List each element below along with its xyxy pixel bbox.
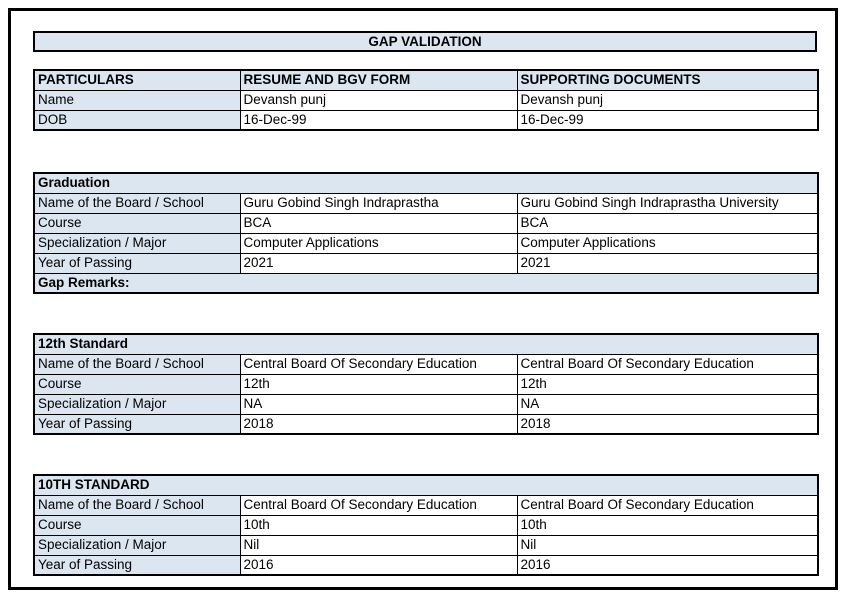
- supporting-value-cell: Computer Applications: [516, 232, 819, 254]
- supporting-value-cell: 2018: [516, 413, 819, 435]
- row-label-cell: Year of Passing: [33, 554, 241, 576]
- row-label-cell: DOB: [33, 109, 241, 131]
- table-row-year-of-passing: Year of Passing 2021 2021: [33, 252, 819, 274]
- column-header-supporting-documents: SUPPORTING DOCUMENTS: [516, 69, 819, 91]
- table-row-name: Name Devansh punj Devansh punj: [33, 89, 819, 111]
- resume-value-cell: Central Board Of Secondary Education: [239, 353, 518, 375]
- column-header-particulars: PARTICULARS: [33, 69, 241, 91]
- resume-value-cell: Guru Gobind Singh Indraprastha: [239, 192, 518, 214]
- supporting-value-cell: NA: [516, 393, 819, 415]
- row-label-cell: Year of Passing: [33, 413, 241, 435]
- table-row-course: Course 12th 12th: [33, 373, 819, 395]
- resume-value-cell: Nil: [239, 534, 518, 556]
- resume-value-cell: BCA: [239, 212, 518, 234]
- table-header-row: PARTICULARS RESUME AND BGV FORM SUPPORTI…: [33, 69, 819, 91]
- table-row-board-school: Name of the Board / School Central Board…: [33, 494, 819, 516]
- row-label-cell: Name of the Board / School: [33, 192, 241, 214]
- supporting-value-cell: BCA: [516, 212, 819, 234]
- resume-value-cell: Devansh punj: [239, 89, 518, 111]
- gap-remarks-row: Gap Remarks:: [33, 272, 819, 294]
- resume-value-cell: Central Board Of Secondary Education: [239, 494, 518, 516]
- column-header-resume-bgv-form: RESUME AND BGV FORM: [239, 69, 518, 91]
- supporting-value-cell: 2021: [516, 252, 819, 274]
- section-title-12th-standard: 12th Standard: [33, 333, 819, 355]
- supporting-value-cell: 12th: [516, 373, 819, 395]
- section-header-row: 10TH STANDARD: [33, 474, 819, 496]
- document-title: GAP VALIDATION: [368, 34, 482, 49]
- supporting-value-cell: Central Board Of Secondary Education: [516, 353, 819, 375]
- gap-remarks-cell: Gap Remarks:: [33, 272, 819, 294]
- table-row-specialization: Specialization / Major Computer Applicat…: [33, 232, 819, 254]
- row-label-cell: Specialization / Major: [33, 232, 241, 254]
- section-title-10th-standard: 10TH STANDARD: [33, 474, 819, 496]
- row-label-cell: Name of the Board / School: [33, 494, 241, 516]
- resume-value-cell: 10th: [239, 514, 518, 536]
- supporting-value-cell: Guru Gobind Singh Indraprastha Universit…: [516, 192, 819, 214]
- supporting-value-cell: 16-Dec-99: [516, 109, 819, 131]
- resume-value-cell: 2018: [239, 413, 518, 435]
- row-label-cell: Year of Passing: [33, 252, 241, 274]
- table-row-year-of-passing: Year of Passing 2016 2016: [33, 554, 819, 576]
- section-header-row: Graduation: [33, 172, 819, 194]
- row-label-cell: Course: [33, 212, 241, 234]
- section-header-row: 12th Standard: [33, 333, 819, 355]
- section-title-graduation: Graduation: [33, 172, 819, 194]
- supporting-value-cell: Nil: [516, 534, 819, 556]
- tenth-standard-table: 10TH STANDARD Name of the Board / School…: [33, 474, 820, 576]
- resume-value-cell: Computer Applications: [239, 232, 518, 254]
- resume-value-cell: 12th: [239, 373, 518, 395]
- resume-value-cell: 16-Dec-99: [239, 109, 518, 131]
- resume-value-cell: 2021: [239, 252, 518, 274]
- supporting-value-cell: Devansh punj: [516, 89, 819, 111]
- table-row-year-of-passing: Year of Passing 2018 2018: [33, 413, 819, 435]
- row-label-cell: Course: [33, 514, 241, 536]
- supporting-value-cell: 10th: [516, 514, 819, 536]
- table-row-dob: DOB 16-Dec-99 16-Dec-99: [33, 109, 819, 131]
- row-label-cell: Name of the Board / School: [33, 353, 241, 375]
- row-label-cell: Course: [33, 373, 241, 395]
- table-row-board-school: Name of the Board / School Guru Gobind S…: [33, 192, 819, 214]
- row-label-cell: Specialization / Major: [33, 534, 241, 556]
- table-row-course: Course 10th 10th: [33, 514, 819, 536]
- supporting-value-cell: Central Board Of Secondary Education: [516, 494, 819, 516]
- graduation-table: Graduation Name of the Board / School Gu…: [33, 172, 820, 294]
- table-row-board-school: Name of the Board / School Central Board…: [33, 353, 819, 375]
- supporting-value-cell: 2016: [516, 554, 819, 576]
- table-row-course: Course BCA BCA: [33, 212, 819, 234]
- particulars-table: PARTICULARS RESUME AND BGV FORM SUPPORTI…: [33, 69, 819, 131]
- row-label-cell: Specialization / Major: [33, 393, 241, 415]
- table-row-specialization: Specialization / Major NA NA: [33, 393, 819, 415]
- resume-value-cell: NA: [239, 393, 518, 415]
- twelfth-standard-table: 12th Standard Name of the Board / School…: [33, 333, 819, 435]
- resume-value-cell: 2016: [239, 554, 518, 576]
- document-title-bar: GAP VALIDATION: [33, 31, 817, 52]
- row-label-cell: Name: [33, 89, 241, 111]
- table-row-specialization: Specialization / Major Nil Nil: [33, 534, 819, 556]
